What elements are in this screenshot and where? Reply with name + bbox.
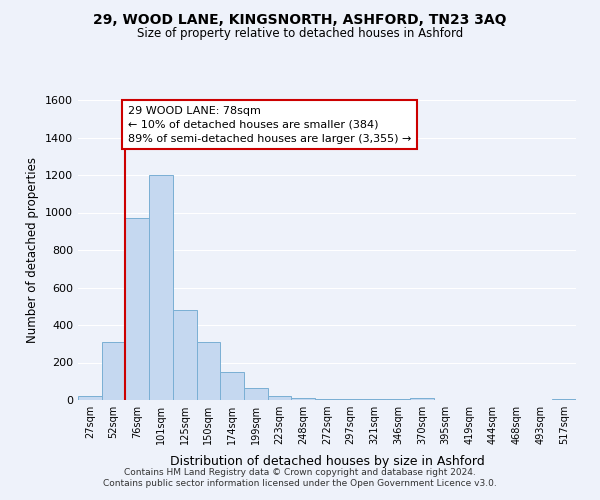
Bar (552, 398, 576, 400)
Bar (125, 218, 149, 400)
Text: 29, WOOD LANE, KINGSNORTH, ASHFORD, TN23 3AQ: 29, WOOD LANE, KINGSNORTH, ASHFORD, TN23… (93, 12, 507, 26)
Bar (315, 398, 339, 400)
Text: 29 WOOD LANE: 78sqm
← 10% of detached houses are smaller (384)
89% of semi-detac: 29 WOOD LANE: 78sqm ← 10% of detached ho… (128, 106, 411, 144)
Bar (102, 342, 125, 400)
Text: Size of property relative to detached houses in Ashford: Size of property relative to detached ho… (137, 28, 463, 40)
X-axis label: Distribution of detached houses by size in Ashford: Distribution of detached houses by size … (170, 456, 484, 468)
Bar (339, 399, 362, 400)
Bar (268, 396, 292, 400)
Bar (149, 175, 173, 400)
Bar (78, 396, 102, 400)
Bar (362, 399, 386, 400)
Bar (173, 310, 197, 400)
Bar (292, 398, 315, 400)
Bar (244, 388, 268, 400)
Bar (197, 342, 220, 400)
Bar (220, 372, 244, 400)
Y-axis label: Number of detached properties: Number of detached properties (26, 157, 40, 343)
Bar (410, 398, 434, 400)
Text: Contains HM Land Registry data © Crown copyright and database right 2024.
Contai: Contains HM Land Registry data © Crown c… (103, 468, 497, 487)
